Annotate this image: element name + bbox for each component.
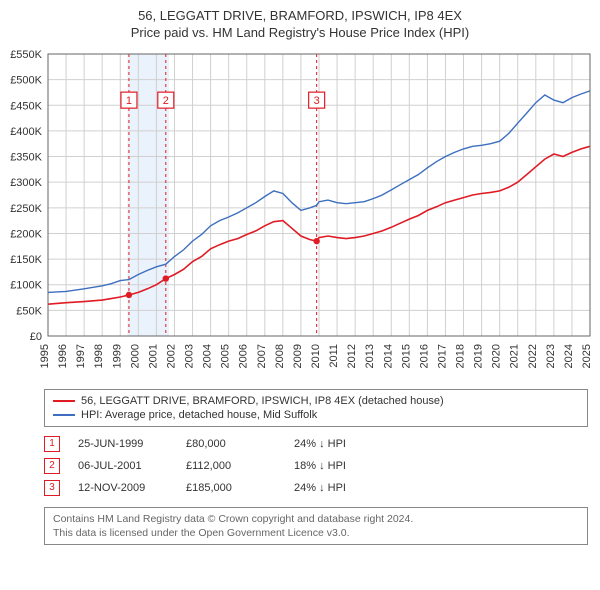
svg-text:2022: 2022 xyxy=(527,344,539,368)
event-delta: 24% ↓ HPI xyxy=(294,438,346,450)
svg-text:1995: 1995 xyxy=(39,344,51,368)
svg-text:2023: 2023 xyxy=(545,344,557,368)
svg-text:2001: 2001 xyxy=(147,344,159,368)
svg-text:£50K: £50K xyxy=(16,305,42,317)
svg-text:£300K: £300K xyxy=(10,177,42,189)
legend-swatch xyxy=(53,414,75,416)
svg-text:2012: 2012 xyxy=(346,344,358,368)
svg-text:2004: 2004 xyxy=(202,344,214,368)
event-delta: 18% ↓ HPI xyxy=(294,460,346,472)
svg-text:2002: 2002 xyxy=(165,344,177,368)
event-date: 12-NOV-2009 xyxy=(78,482,168,494)
legend-row: HPI: Average price, detached house, Mid … xyxy=(53,408,579,422)
svg-text:£400K: £400K xyxy=(10,126,42,138)
event-marker-icon: 2 xyxy=(44,458,60,474)
event-date: 25-JUN-1999 xyxy=(78,438,168,450)
svg-text:£0: £0 xyxy=(30,331,42,343)
legend-label: HPI: Average price, detached house, Mid … xyxy=(81,409,317,421)
svg-text:2016: 2016 xyxy=(418,344,430,368)
event-row: 1 25-JUN-1999 £80,000 24% ↓ HPI xyxy=(44,433,588,455)
chart-area: £0 £50K £100K £150K £200K £250K £300K £350K £400… xyxy=(0,48,600,383)
svg-text:£250K: £250K xyxy=(10,203,42,215)
legend-row: 56, LEGGATT DRIVE, BRAMFORD, IPSWICH, IP… xyxy=(53,394,579,408)
svg-text:2020: 2020 xyxy=(491,344,503,368)
svg-text:2007: 2007 xyxy=(256,344,268,368)
svg-text:1997: 1997 xyxy=(75,344,87,368)
footer-line: Contains HM Land Registry data © Crown c… xyxy=(53,512,579,526)
legend-swatch xyxy=(53,400,75,402)
svg-text:£500K: £500K xyxy=(10,74,42,86)
svg-text:2017: 2017 xyxy=(436,344,448,368)
svg-text:£450K: £450K xyxy=(10,100,42,112)
svg-text:£100K: £100K xyxy=(10,280,42,292)
svg-text:2003: 2003 xyxy=(184,344,196,368)
chart-svg: £0 £50K £100K £150K £200K £250K £300K £350K £400… xyxy=(0,48,600,378)
legend-box: 56, LEGGATT DRIVE, BRAMFORD, IPSWICH, IP… xyxy=(44,389,588,427)
chart-title-line1: 56, LEGGATT DRIVE, BRAMFORD, IPSWICH, IP… xyxy=(0,8,600,25)
event-price: £112,000 xyxy=(186,460,276,472)
svg-text:2: 2 xyxy=(163,95,169,107)
svg-text:2019: 2019 xyxy=(473,344,485,368)
svg-text:2015: 2015 xyxy=(400,344,412,368)
chart-title-line2: Price paid vs. HM Land Registry's House … xyxy=(0,25,600,42)
svg-text:2008: 2008 xyxy=(274,344,286,368)
svg-text:1999: 1999 xyxy=(111,344,123,368)
svg-text:2010: 2010 xyxy=(310,344,322,368)
event-row: 2 06-JUL-2001 £112,000 18% ↓ HPI xyxy=(44,455,588,477)
svg-text:2011: 2011 xyxy=(328,344,340,368)
svg-text:1996: 1996 xyxy=(57,344,69,368)
legend-label: 56, LEGGATT DRIVE, BRAMFORD, IPSWICH, IP… xyxy=(81,395,444,407)
event-row: 3 12-NOV-2009 £185,000 24% ↓ HPI xyxy=(44,477,588,499)
event-price: £185,000 xyxy=(186,482,276,494)
svg-text:2009: 2009 xyxy=(292,344,304,368)
svg-text:2021: 2021 xyxy=(509,344,521,368)
svg-text:1: 1 xyxy=(126,95,132,107)
svg-text:£350K: £350K xyxy=(10,151,42,163)
svg-text:2006: 2006 xyxy=(238,344,250,368)
svg-text:2000: 2000 xyxy=(129,344,141,368)
footer-line: This data is licensed under the Open Gov… xyxy=(53,526,579,540)
footer-attribution: Contains HM Land Registry data © Crown c… xyxy=(44,507,588,545)
events-table: 1 25-JUN-1999 £80,000 24% ↓ HPI 2 06-JUL… xyxy=(44,433,588,499)
svg-text:2018: 2018 xyxy=(455,344,467,368)
event-price: £80,000 xyxy=(186,438,276,450)
svg-text:2025: 2025 xyxy=(581,344,593,368)
svg-text:2014: 2014 xyxy=(382,344,394,368)
svg-text:1998: 1998 xyxy=(93,344,105,368)
svg-text:£550K: £550K xyxy=(10,49,42,61)
svg-text:£200K: £200K xyxy=(10,228,42,240)
svg-text:3: 3 xyxy=(314,95,320,107)
svg-text:£150K: £150K xyxy=(10,254,42,266)
event-delta: 24% ↓ HPI xyxy=(294,482,346,494)
event-date: 06-JUL-2001 xyxy=(78,460,168,472)
svg-text:2005: 2005 xyxy=(220,344,232,368)
svg-text:2024: 2024 xyxy=(563,344,575,368)
event-marker-icon: 3 xyxy=(44,480,60,496)
svg-text:2013: 2013 xyxy=(364,344,376,368)
event-marker-icon: 1 xyxy=(44,436,60,452)
